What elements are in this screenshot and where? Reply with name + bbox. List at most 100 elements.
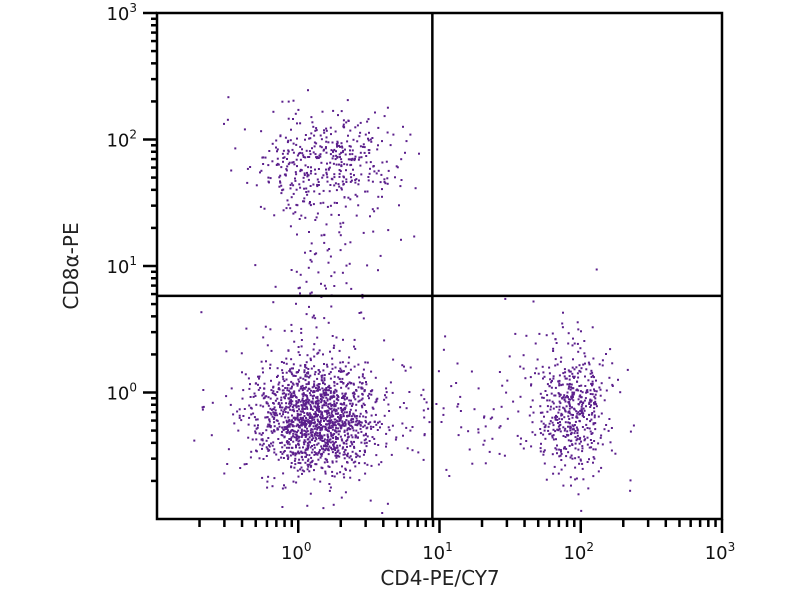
data-point bbox=[387, 403, 390, 406]
data-point bbox=[325, 287, 327, 290]
data-point bbox=[568, 401, 571, 403]
data-point bbox=[303, 369, 306, 372]
data-point bbox=[577, 411, 580, 414]
data-point bbox=[360, 430, 363, 433]
data-point bbox=[280, 166, 283, 169]
data-point bbox=[318, 433, 321, 436]
data-point bbox=[286, 165, 289, 168]
data-point bbox=[280, 184, 283, 187]
data-point bbox=[379, 181, 382, 184]
data-point bbox=[569, 388, 572, 391]
data-point bbox=[316, 453, 319, 456]
data-point bbox=[310, 132, 313, 135]
data-point bbox=[349, 368, 352, 371]
data-point bbox=[365, 441, 368, 444]
data-point bbox=[315, 463, 318, 466]
data-point bbox=[619, 391, 622, 394]
data-point bbox=[337, 114, 339, 117]
data-point bbox=[329, 431, 332, 434]
data-point bbox=[316, 407, 319, 410]
data-point bbox=[385, 387, 388, 390]
data-point bbox=[388, 410, 391, 412]
data-point bbox=[337, 214, 340, 216]
data-point bbox=[320, 466, 323, 469]
data-point bbox=[375, 423, 378, 426]
data-point bbox=[270, 442, 272, 445]
data-point bbox=[314, 219, 317, 221]
data-point bbox=[296, 451, 299, 454]
data-point bbox=[272, 402, 275, 404]
data-point bbox=[267, 437, 270, 439]
data-point bbox=[342, 183, 345, 185]
data-point bbox=[319, 419, 322, 422]
data-point bbox=[435, 403, 438, 405]
data-point bbox=[269, 328, 272, 331]
data-point bbox=[271, 485, 274, 488]
data-point bbox=[300, 429, 303, 432]
data-point bbox=[295, 203, 298, 206]
data-point bbox=[373, 442, 376, 445]
data-point bbox=[267, 475, 270, 478]
data-point bbox=[202, 389, 205, 391]
data-point bbox=[299, 168, 302, 171]
data-point bbox=[339, 367, 342, 370]
data-point bbox=[287, 384, 290, 387]
data-point bbox=[288, 406, 291, 409]
data-point bbox=[258, 457, 261, 460]
data-point bbox=[588, 401, 591, 404]
data-point bbox=[558, 395, 561, 398]
data-point bbox=[311, 459, 314, 462]
data-point bbox=[600, 466, 603, 469]
data-point bbox=[275, 146, 277, 149]
data-point bbox=[370, 464, 373, 467]
data-point bbox=[583, 352, 586, 355]
data-point bbox=[369, 161, 372, 164]
data-point bbox=[498, 426, 501, 429]
data-point bbox=[571, 424, 574, 427]
data-point bbox=[283, 436, 286, 439]
data-point bbox=[322, 425, 325, 428]
data-point bbox=[534, 433, 537, 436]
data-point bbox=[301, 152, 304, 155]
data-point bbox=[315, 415, 318, 418]
data-point bbox=[346, 140, 349, 143]
data-point bbox=[284, 393, 287, 396]
data-point bbox=[211, 401, 214, 404]
data-point bbox=[302, 377, 305, 380]
data-point bbox=[288, 438, 291, 440]
data-point bbox=[245, 463, 248, 465]
data-point bbox=[314, 463, 317, 466]
data-point bbox=[294, 417, 297, 420]
data-point bbox=[297, 436, 300, 439]
data-point bbox=[327, 321, 330, 324]
data-point bbox=[570, 383, 573, 386]
data-point bbox=[564, 427, 567, 430]
data-point bbox=[331, 357, 334, 360]
data-point bbox=[346, 384, 348, 387]
data-point bbox=[605, 389, 608, 392]
data-point bbox=[542, 396, 545, 399]
data-point bbox=[330, 435, 333, 438]
data-point bbox=[267, 176, 270, 179]
data-point bbox=[273, 413, 276, 416]
data-point bbox=[323, 420, 325, 422]
data-point bbox=[306, 389, 309, 392]
data-point bbox=[299, 413, 302, 416]
data-point bbox=[366, 435, 369, 438]
data-point bbox=[343, 401, 346, 404]
data-point bbox=[354, 126, 357, 129]
data-point bbox=[332, 396, 335, 398]
data-point bbox=[332, 437, 335, 439]
data-point bbox=[601, 443, 604, 446]
data-point bbox=[632, 424, 635, 427]
data-point bbox=[330, 133, 332, 136]
data-point bbox=[477, 431, 480, 434]
data-point bbox=[289, 396, 292, 399]
data-point bbox=[304, 379, 307, 382]
data-point bbox=[376, 397, 379, 400]
data-point bbox=[570, 386, 573, 389]
data-point bbox=[547, 425, 550, 428]
data-point bbox=[293, 392, 296, 395]
data-point bbox=[578, 369, 581, 372]
data-point bbox=[253, 424, 256, 427]
